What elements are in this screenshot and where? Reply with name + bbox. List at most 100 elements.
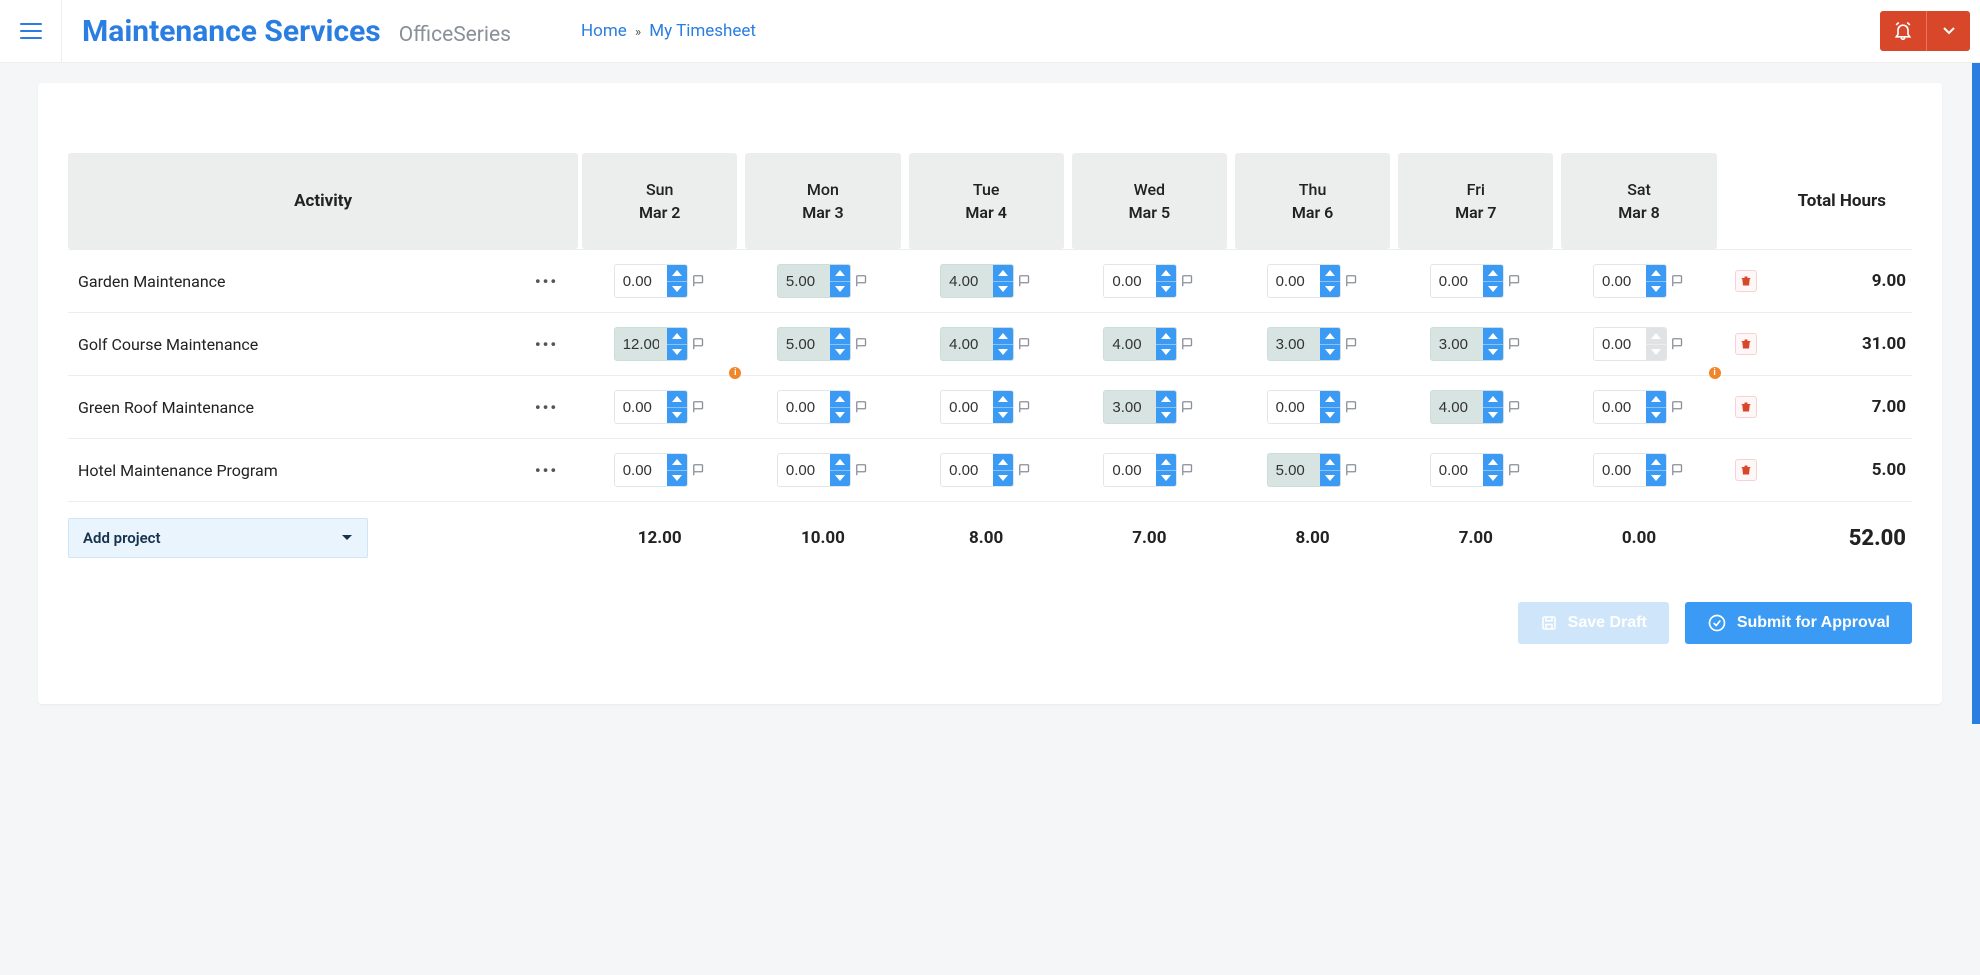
hours-input[interactable] <box>1268 265 1320 297</box>
save-draft-button[interactable]: Save Draft <box>1518 602 1669 644</box>
hours-input[interactable] <box>941 391 993 423</box>
delete-row-button[interactable] <box>1735 396 1757 418</box>
row-menu-button[interactable]: ••• <box>529 266 564 297</box>
note-flag-icon[interactable] <box>1345 337 1359 351</box>
decrement-button[interactable] <box>1646 470 1666 487</box>
decrement-button[interactable] <box>830 344 850 361</box>
hours-input[interactable] <box>941 265 993 297</box>
increment-button[interactable] <box>667 391 687 407</box>
decrement-button[interactable] <box>667 344 687 361</box>
increment-button[interactable] <box>1646 265 1666 281</box>
row-menu-button[interactable]: ••• <box>529 329 564 360</box>
note-flag-icon[interactable] <box>1508 400 1522 414</box>
increment-button[interactable] <box>1320 328 1340 344</box>
hours-input[interactable] <box>1431 265 1483 297</box>
hours-input[interactable] <box>778 265 830 297</box>
delete-row-button[interactable] <box>1735 333 1757 355</box>
hours-input[interactable] <box>1431 454 1483 486</box>
increment-button[interactable] <box>993 265 1013 281</box>
decrement-button[interactable] <box>993 344 1013 361</box>
delete-row-button[interactable] <box>1735 270 1757 292</box>
hours-input[interactable] <box>1431 328 1483 360</box>
hours-input[interactable] <box>1594 328 1646 360</box>
note-flag-icon[interactable] <box>692 337 706 351</box>
hours-input[interactable] <box>1268 328 1320 360</box>
note-flag-icon[interactable] <box>1181 400 1195 414</box>
hours-input[interactable] <box>778 328 830 360</box>
note-flag-icon[interactable] <box>1671 463 1685 477</box>
increment-button[interactable] <box>1156 265 1176 281</box>
row-menu-button[interactable]: ••• <box>529 392 564 423</box>
note-flag-icon[interactable] <box>855 274 869 288</box>
hours-input[interactable] <box>615 328 667 360</box>
add-project-dropdown[interactable]: Add project <box>68 518 368 558</box>
note-flag-icon[interactable] <box>1508 463 1522 477</box>
hours-input[interactable] <box>1594 265 1646 297</box>
hours-input[interactable] <box>1104 328 1156 360</box>
increment-button[interactable] <box>830 454 850 470</box>
decrement-button[interactable] <box>1646 281 1666 298</box>
decrement-button[interactable] <box>1483 407 1503 424</box>
note-flag-icon[interactable] <box>1018 274 1032 288</box>
note-flag-icon[interactable] <box>1671 274 1685 288</box>
note-flag-icon[interactable] <box>855 337 869 351</box>
decrement-button[interactable] <box>1156 281 1176 298</box>
decrement-button[interactable] <box>830 470 850 487</box>
note-flag-icon[interactable] <box>1018 337 1032 351</box>
decrement-button[interactable] <box>667 281 687 298</box>
note-flag-icon[interactable] <box>1345 400 1359 414</box>
row-menu-button[interactable]: ••• <box>529 455 564 486</box>
increment-button[interactable] <box>993 391 1013 407</box>
increment-button[interactable] <box>1646 391 1666 407</box>
decrement-button[interactable] <box>993 470 1013 487</box>
alerts-dropdown[interactable] <box>1926 11 1970 51</box>
hours-input[interactable] <box>1594 454 1646 486</box>
increment-button[interactable] <box>667 265 687 281</box>
menu-toggle[interactable] <box>20 23 42 39</box>
note-flag-icon[interactable] <box>1671 400 1685 414</box>
increment-button[interactable] <box>1320 265 1340 281</box>
decrement-button[interactable] <box>667 407 687 424</box>
decrement-button[interactable] <box>1320 407 1340 424</box>
decrement-button[interactable] <box>1483 344 1503 361</box>
increment-button[interactable] <box>1320 391 1340 407</box>
hours-input[interactable] <box>778 391 830 423</box>
increment-button[interactable] <box>830 265 850 281</box>
hours-input[interactable] <box>1594 391 1646 423</box>
hours-input[interactable] <box>1104 265 1156 297</box>
increment-button[interactable] <box>1156 391 1176 407</box>
decrement-button[interactable] <box>993 407 1013 424</box>
breadcrumb-current[interactable]: My Timesheet <box>649 21 756 41</box>
increment-button[interactable] <box>1156 454 1176 470</box>
decrement-button[interactable] <box>1646 407 1666 424</box>
hours-input[interactable] <box>1431 391 1483 423</box>
increment-button[interactable] <box>1646 328 1666 344</box>
note-flag-icon[interactable] <box>1181 337 1195 351</box>
decrement-button[interactable] <box>1156 407 1176 424</box>
increment-button[interactable] <box>1646 454 1666 470</box>
breadcrumb-home[interactable]: Home <box>581 21 627 41</box>
note-flag-icon[interactable] <box>1671 337 1685 351</box>
decrement-button[interactable] <box>1156 344 1176 361</box>
note-flag-icon[interactable] <box>692 274 706 288</box>
decrement-button[interactable] <box>830 281 850 298</box>
note-flag-icon[interactable] <box>1018 463 1032 477</box>
increment-button[interactable] <box>667 454 687 470</box>
increment-button[interactable] <box>1483 328 1503 344</box>
decrement-button[interactable] <box>830 407 850 424</box>
increment-button[interactable] <box>1483 391 1503 407</box>
decrement-button[interactable] <box>1320 470 1340 487</box>
note-flag-icon[interactable] <box>1508 337 1522 351</box>
increment-button[interactable] <box>1320 454 1340 470</box>
note-flag-icon[interactable] <box>692 400 706 414</box>
increment-button[interactable] <box>993 454 1013 470</box>
increment-button[interactable] <box>667 328 687 344</box>
note-flag-icon[interactable] <box>1181 463 1195 477</box>
hours-input[interactable] <box>615 454 667 486</box>
increment-button[interactable] <box>830 391 850 407</box>
decrement-button[interactable] <box>1646 344 1666 361</box>
note-flag-icon[interactable] <box>855 400 869 414</box>
hours-input[interactable] <box>1104 391 1156 423</box>
decrement-button[interactable] <box>1483 470 1503 487</box>
note-flag-icon[interactable] <box>1018 400 1032 414</box>
